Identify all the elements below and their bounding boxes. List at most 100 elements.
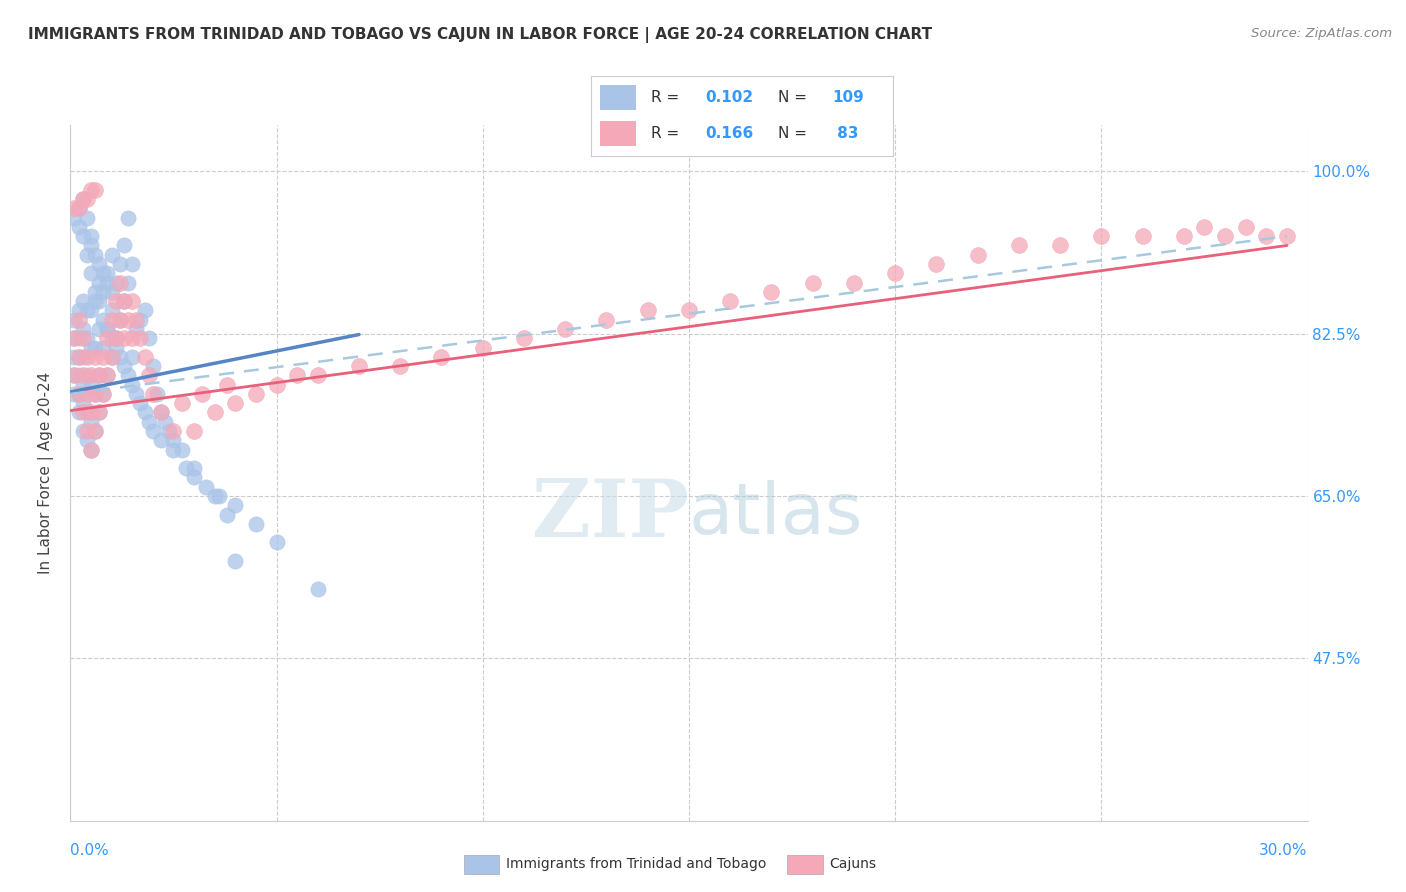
Point: [89, 368, 111, 383]
Point: [1090, 229, 1112, 244]
Point: [63, 368, 86, 383]
Point: [134, 350, 156, 364]
Point: [112, 294, 135, 309]
Point: [117, 276, 139, 290]
Point: [72, 192, 94, 206]
Point: [208, 489, 231, 503]
Point: [389, 359, 412, 373]
Point: [67, 202, 90, 216]
Point: [245, 387, 267, 401]
Point: [100, 350, 122, 364]
Point: [67, 219, 90, 234]
Point: [142, 424, 165, 438]
Point: [72, 229, 94, 244]
Point: [170, 442, 193, 457]
Text: ZIP: ZIP: [531, 475, 689, 554]
Point: [108, 312, 131, 326]
Point: [112, 331, 135, 345]
Point: [80, 377, 103, 392]
Point: [1194, 219, 1216, 234]
Point: [72, 396, 94, 410]
Point: [183, 424, 205, 438]
Point: [801, 276, 824, 290]
Point: [285, 368, 308, 383]
Point: [80, 238, 103, 252]
Point: [1008, 238, 1031, 252]
Point: [104, 276, 127, 290]
Point: [224, 498, 246, 512]
Point: [884, 266, 907, 280]
Point: [72, 350, 94, 364]
Text: R =: R =: [651, 90, 685, 105]
Point: [1173, 229, 1195, 244]
Point: [76, 368, 98, 383]
Point: [67, 405, 90, 419]
Point: [76, 303, 98, 318]
Point: [513, 331, 536, 345]
Point: [108, 257, 131, 271]
Point: [72, 322, 94, 336]
Text: 0.102: 0.102: [706, 90, 754, 105]
Point: [104, 294, 127, 309]
Point: [76, 192, 98, 206]
Bar: [599, 85, 636, 111]
Text: N =: N =: [778, 90, 811, 105]
Text: 0.0%: 0.0%: [70, 843, 110, 858]
Point: [80, 415, 103, 429]
Point: [595, 312, 617, 326]
Point: [138, 415, 160, 429]
Point: [162, 424, 184, 438]
Point: [215, 377, 238, 392]
Point: [150, 434, 173, 448]
Point: [718, 294, 741, 309]
Text: R =: R =: [651, 126, 685, 141]
Point: [1234, 219, 1257, 234]
Point: [63, 331, 86, 345]
Point: [80, 368, 103, 383]
Point: [89, 257, 111, 271]
Point: [170, 396, 193, 410]
Text: Cajuns: Cajuns: [830, 857, 876, 871]
Point: [191, 387, 214, 401]
Point: [72, 192, 94, 206]
Point: [842, 276, 865, 290]
Text: IMMIGRANTS FROM TRINIDAD AND TOBAGO VS CAJUN IN LABOR FORCE | AGE 20-24 CORRELAT: IMMIGRANTS FROM TRINIDAD AND TOBAGO VS C…: [28, 27, 932, 43]
Point: [80, 341, 103, 355]
Point: [100, 285, 122, 299]
Point: [80, 442, 103, 457]
Point: [96, 266, 118, 280]
Point: [142, 359, 165, 373]
Point: [91, 350, 114, 364]
Point: [80, 303, 103, 318]
Point: [91, 341, 114, 355]
Point: [112, 238, 135, 252]
Point: [104, 331, 127, 345]
Point: [72, 424, 94, 438]
Point: [471, 341, 494, 355]
Point: [67, 387, 90, 401]
Text: N =: N =: [778, 126, 811, 141]
Point: [183, 461, 205, 475]
Text: 109: 109: [832, 90, 865, 105]
Point: [150, 405, 173, 419]
Point: [63, 387, 86, 401]
Point: [67, 368, 90, 383]
Point: [72, 377, 94, 392]
Point: [91, 285, 114, 299]
Point: [125, 387, 148, 401]
Point: [1213, 229, 1236, 244]
Point: [72, 331, 94, 345]
Point: [121, 257, 143, 271]
Point: [89, 322, 111, 336]
Point: [100, 312, 122, 326]
Point: [76, 350, 98, 364]
Text: 83: 83: [832, 126, 859, 141]
Point: [76, 211, 98, 225]
Point: [100, 331, 122, 345]
Point: [112, 359, 135, 373]
Point: [63, 312, 86, 326]
Point: [134, 405, 156, 419]
Point: [84, 294, 107, 309]
Point: [117, 368, 139, 383]
Point: [245, 516, 267, 531]
